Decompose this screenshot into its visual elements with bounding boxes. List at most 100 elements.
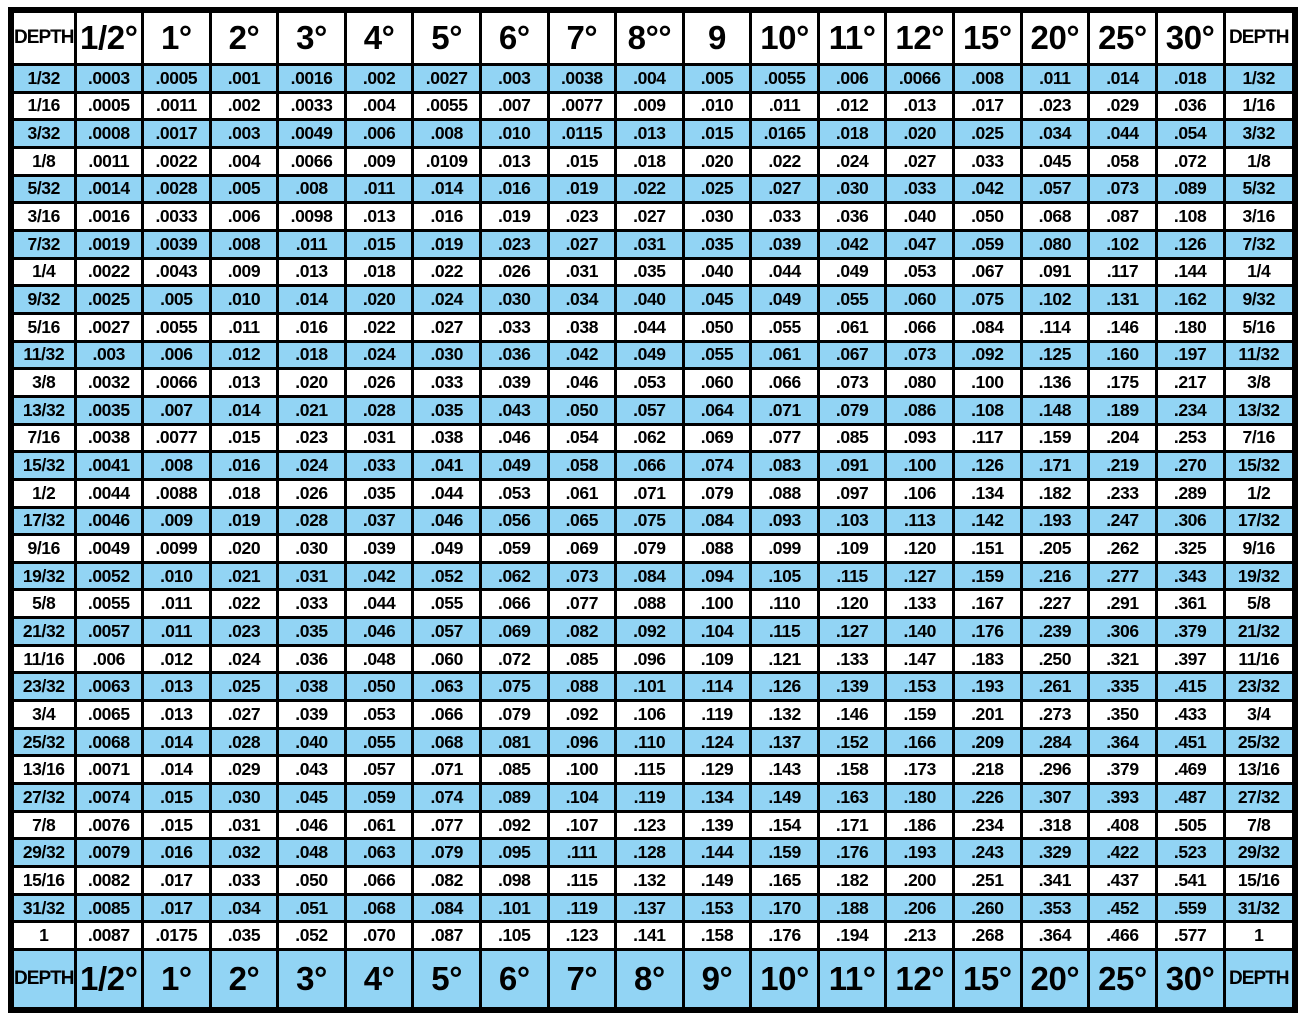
value-cell: .087 [1087,201,1158,232]
value-cell: .134 [681,782,753,813]
value-cell: .0082 [73,865,145,896]
angle-column-header: 4° [343,948,415,1012]
angle-column-header: 12° [884,948,956,1012]
value-cell: .0076 [73,809,145,841]
value-cell: .071 [614,477,685,509]
value-cell: .126 [952,450,1023,481]
value-cell: .009 [614,90,685,122]
value-cell: .158 [816,754,888,786]
value-cell: .219 [1087,450,1158,481]
value-cell: .014 [1087,63,1158,94]
value-cell: .0063 [73,671,145,703]
value-cell: .577 [1154,920,1226,951]
value-cell: .055 [411,588,482,620]
value-cell: .107 [546,809,618,841]
angle-column-header: 3° [276,948,347,1012]
value-cell: .127 [884,560,956,592]
value-cell: .0099 [141,533,212,564]
depth-cell-right: 1/8 [1222,145,1297,177]
value-cell: .117 [1087,256,1158,288]
value-cell: .026 [343,367,415,398]
value-cell: .183 [952,643,1023,675]
value-cell: .030 [478,284,550,315]
value-cell: .013 [343,201,415,232]
value-cell: .048 [276,837,347,869]
angle-column-header: 8°° [614,8,685,66]
value-cell: .021 [208,560,280,592]
value-cell: .137 [614,892,685,924]
value-cell: .089 [1154,173,1226,205]
value-cell: .153 [681,892,753,924]
value-cell: .059 [343,782,415,813]
value-cell: .105 [478,920,550,951]
depth-cell-left: 25/32 [9,726,77,758]
value-cell: .0055 [749,63,820,94]
value-cell: .0049 [276,118,347,149]
depth-cell-left: 13/32 [9,394,77,426]
value-cell: .067 [952,256,1023,288]
value-cell: .016 [276,311,347,343]
depth-cell-left: 3/16 [9,201,77,232]
depth-cell-right: 25/32 [1222,726,1297,758]
value-cell: .079 [411,837,482,869]
value-cell: .171 [1019,450,1091,481]
value-cell: .066 [614,450,685,481]
value-cell: .243 [952,837,1023,869]
value-cell: .099 [749,533,820,564]
value-cell: .062 [614,422,685,454]
depth-cell-right: 21/32 [1222,616,1297,647]
angle-column-header: 15° [952,8,1023,66]
value-cell: .093 [749,505,820,537]
value-cell: .080 [1019,228,1091,260]
taper-depth-table: DEPTH 1/2° 1° 2° 3° 4° 5° 6° 7° 8°° 9 10° 11° 12° 15° 2… [8,7,1298,1013]
value-cell: .165 [749,865,820,896]
value-cell: .166 [884,726,956,758]
value-cell: .073 [884,339,956,371]
value-cell: .329 [1019,837,1091,869]
value-cell: .0003 [73,63,145,94]
value-cell: .134 [952,477,1023,509]
value-cell: .063 [411,671,482,703]
depth-column-header: DEPTH [1222,8,1297,66]
angle-column-header: 1° [141,8,212,66]
value-cell: .020 [276,367,347,398]
value-cell: .350 [1087,699,1158,730]
value-cell: .022 [208,588,280,620]
value-cell: .011 [141,588,212,620]
value-cell: .102 [1087,228,1158,260]
value-cell: .253 [1154,422,1226,454]
depth-cell-right: 3/8 [1222,367,1297,398]
value-cell: .092 [952,339,1023,371]
value-cell: .466 [1087,920,1158,951]
value-cell: .0046 [73,505,145,537]
value-cell: .012 [141,643,212,675]
value-cell: .039 [343,533,415,564]
value-cell: .0005 [73,90,145,122]
value-cell: .142 [952,505,1023,537]
value-cell: .273 [1019,699,1091,730]
value-cell: .151 [952,533,1023,564]
depth-cell-right: 15/16 [1222,865,1297,896]
value-cell: .204 [1087,422,1158,454]
depth-cell-right: 3/4 [1222,699,1297,730]
value-cell: .487 [1154,782,1226,813]
value-cell: .034 [208,892,280,924]
value-cell: .008 [208,228,280,260]
value-cell: .111 [546,837,618,869]
value-cell: .020 [681,145,753,177]
table-row: 19/32.0052.010.021.031.042.052.062.073.0… [9,560,1297,592]
value-cell: .115 [614,754,685,786]
value-cell: .029 [208,754,280,786]
value-cell: .0071 [73,754,145,786]
value-cell: .077 [749,422,820,454]
value-cell: .077 [546,588,618,620]
value-cell: .012 [208,339,280,371]
value-cell: .216 [1019,560,1091,592]
bottom-header-row: DEPTH 1/2° 1° 2° 3° 4° 5° 6° 7° 8° 9° 10° 11° 12° 15° 2… [9,948,1297,1012]
value-cell: .075 [478,671,550,703]
value-cell: .034 [546,284,618,315]
value-cell: .004 [343,90,415,122]
value-cell: .092 [546,699,618,730]
value-cell: .085 [816,422,888,454]
value-cell: .023 [478,228,550,260]
